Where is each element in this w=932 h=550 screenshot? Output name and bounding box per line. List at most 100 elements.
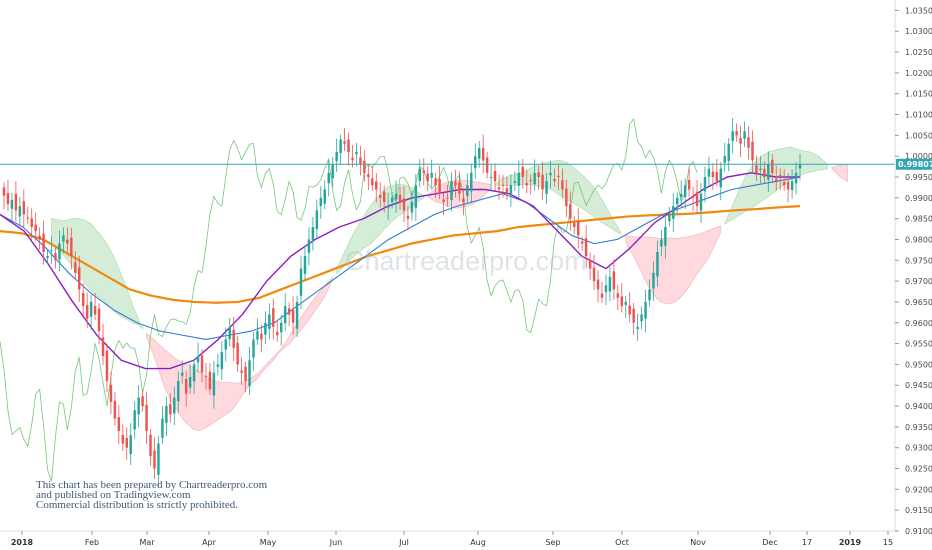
candle [14,181,18,222]
y-axis[interactable]: 1.03500 1.03000 1.02500 1.02000 1.01500 1.010… [895,6,932,536]
candle-body [545,181,548,195]
x-tick-label: Oct [615,538,629,547]
candle-body [755,165,758,173]
candle [549,160,552,189]
candle [394,180,398,213]
candle [58,230,61,272]
candle [117,405,121,445]
candle [390,192,394,209]
candle [470,164,473,204]
candle [604,274,608,305]
candle [184,371,188,407]
candle-body [640,314,643,322]
candle-body [291,309,295,323]
candle [169,392,172,423]
candle-body [208,371,212,390]
candle [256,318,259,345]
candle [74,251,77,280]
x-tick-label: 17 [802,538,812,547]
candle [525,170,528,194]
candle-body [359,157,362,165]
candle-body [775,178,778,182]
candle [747,126,750,160]
candle-body [22,201,26,215]
candle [252,332,255,371]
candle-body [596,279,600,290]
candle-body [719,168,723,188]
candle-body [751,141,754,161]
candle [323,180,327,210]
candle [557,165,560,191]
candle-body [553,179,556,182]
candle-body [739,138,742,144]
candle [577,207,580,249]
candle [676,192,679,214]
candle-body [10,199,14,209]
candle [200,349,204,383]
x-axis[interactable]: 2018 Feb Mar Apr May Jun Jul Aug Sep Oct Nov Dec 17 2… [11,531,893,547]
candle-body [272,308,275,327]
candle [105,343,109,393]
candle-body [70,237,73,257]
candle [703,166,707,203]
candle-body [687,180,691,190]
candle [434,172,437,199]
candle [786,173,790,203]
candle-body [307,239,311,253]
candle [137,384,140,428]
candle [208,363,212,395]
candle [691,186,695,212]
candle-body [695,191,699,207]
cloud-bull-segment [51,217,143,330]
candle [367,163,370,191]
candle [125,427,128,460]
candle-body [628,305,631,315]
candle [161,406,164,445]
candle-body [474,156,477,169]
candle [212,360,216,409]
candle-body [331,164,334,179]
cloud-bull-segment [336,184,425,275]
candle [672,192,675,232]
candle [422,158,426,186]
candle [687,167,691,197]
candle [759,156,762,184]
candle-body [509,185,513,194]
candle [731,118,734,154]
candle-body [485,157,489,173]
candle-body [30,218,33,227]
candle [656,240,659,287]
candle-body [426,173,429,182]
candle-body [418,168,422,182]
x-tick-label: Jun [329,538,343,547]
candle-body [683,185,687,197]
candle-body [450,181,453,201]
candle [632,302,635,335]
candle-body [81,292,85,307]
candle-body [608,276,612,292]
candle-body [260,333,263,340]
candle [608,266,612,302]
candle [588,252,592,280]
candle [664,214,667,259]
candle-body [335,152,338,161]
candle-body [402,198,406,211]
candle [529,174,532,195]
candle [584,224,588,269]
candle-body [529,180,532,182]
candle-body [319,197,323,206]
candle [129,423,132,465]
candle [612,259,616,300]
candle [375,173,378,203]
candle-body [513,181,517,183]
candle [711,163,715,191]
candle-body [747,137,750,148]
candle-body [125,437,128,448]
candle-body [113,400,117,419]
candle [438,165,441,200]
x-tick-label: Dec [762,538,777,547]
candle-body [129,435,132,454]
